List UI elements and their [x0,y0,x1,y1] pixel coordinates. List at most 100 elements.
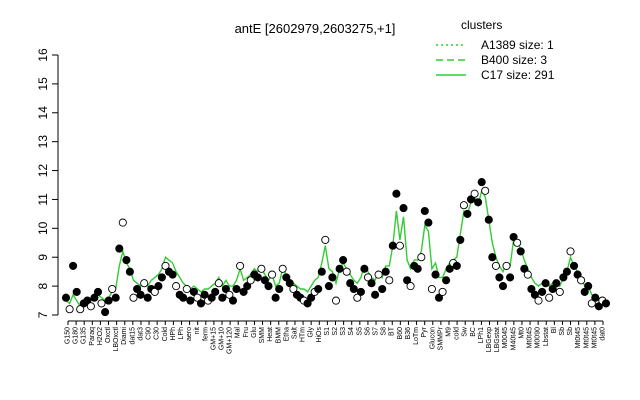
data-point [420,206,429,216]
x-tick-label: Mt0t45 [583,327,590,349]
x-tick-label: Cold [162,327,169,342]
data-point [282,273,291,282]
data-point [378,284,387,294]
x-tick-label: Diami [121,327,128,345]
data-point [168,270,177,279]
x-tick-label: HTm [300,327,307,342]
data-point [93,287,103,296]
series-line-c17 [65,188,607,308]
y-axis: 7 8 9 10 11 12 13 14 15 16 [36,48,59,318]
data-point [264,282,273,291]
data-point [289,284,298,294]
data-point [189,287,198,296]
data-point [346,279,355,288]
data-point [243,282,252,291]
data-point [438,287,447,296]
x-tick-label: G180 [73,327,80,344]
data-point [83,296,92,305]
data-point [108,284,117,294]
x-tick-label: S7 [373,327,380,336]
x-tick-label: Mt0t45 [591,327,598,349]
x-tick-label: Mt0t45 [575,327,582,349]
y-tick-label: 15 [36,77,50,91]
data-point [218,293,227,302]
data-point [381,267,390,276]
data-point [427,284,436,294]
data-point [118,218,127,227]
data-point [335,264,344,273]
x-tick-label: Paraq [89,327,96,346]
x-tick-label: G135 [81,327,88,344]
data-point [577,276,586,285]
x-tick-label: GM+120 [227,327,234,354]
x-tick-label: Sb [559,327,566,336]
data-point [417,253,426,262]
x-tick-label: M9 [445,327,452,337]
data-point [552,279,561,288]
data-point [538,287,547,296]
x-tick-label: S5 [356,327,363,336]
data-point [129,293,138,302]
data-point [122,256,131,265]
data-point [232,284,241,294]
data-point [349,284,358,294]
data-point [587,299,596,308]
data-point [527,284,536,294]
x-tick-label: Heat [267,327,274,342]
data-point [157,273,166,282]
y-tick-label: 14 [36,106,50,120]
data-point [488,253,497,262]
x-tick-label: Mt0t45 [527,327,534,349]
x-tick-label: SMM [259,327,266,344]
x-tick-label: Fru [243,327,250,338]
data-point [225,290,234,299]
data-point [324,282,333,291]
x-tick-label: B60 [397,327,404,340]
data-point [271,293,280,302]
x-tick-label: LPh1 [478,327,485,343]
x-tick-label: Mt0 [518,327,525,339]
data-point [442,276,451,285]
y-tick-label: 9 [36,254,50,261]
x-tick-label: dat0 [600,327,607,341]
x-tick-label: BMM [275,327,282,344]
x-tick-label: Pyr [421,326,428,337]
data-point [172,282,181,291]
data-point [367,279,376,288]
series-line-path [65,188,607,308]
data-point [275,284,284,294]
data-point [395,241,404,250]
x-tick-label: Salt [291,327,298,339]
data-point [339,256,348,265]
data-point [125,267,134,276]
data-point [328,273,337,282]
data-point [321,235,330,244]
data-point [90,293,99,302]
x-tick-label: G150 [65,327,72,344]
data-point [115,244,124,253]
data-point [513,238,522,247]
data-point [466,195,476,204]
x-tick-label: LBGstat [494,327,501,352]
data-point [101,308,110,317]
data-point [459,201,468,210]
data-point [424,218,433,227]
data-point [431,270,440,279]
x-tick-label: HPh [170,327,177,341]
data-point [385,276,394,285]
data-point [434,293,444,302]
x-tick-label: cold [454,327,461,340]
data-point [200,290,209,299]
data-point [182,284,191,294]
x-tick-label: S1 [324,327,331,336]
x-tick-label: aero [186,327,193,341]
data-point [452,261,461,270]
x-tick-label: LBOxctl [113,327,120,352]
data-point [150,287,159,296]
data-point [360,264,369,273]
x-tick-label: Sb [567,327,574,336]
data-point [548,284,557,294]
data-point [211,287,220,296]
